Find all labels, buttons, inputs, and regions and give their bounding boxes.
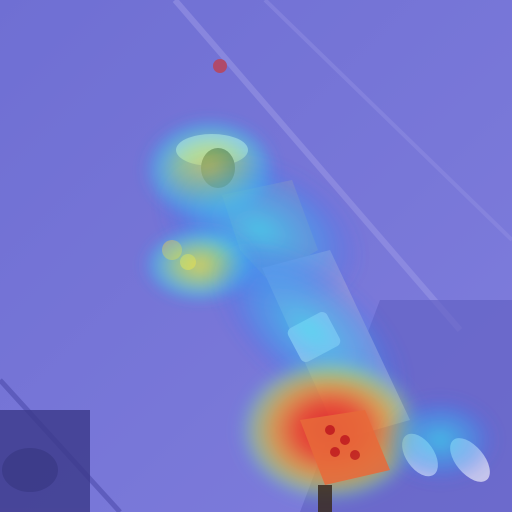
hanging-ornament [213, 59, 227, 73]
heat-region-feet [380, 395, 500, 485]
floor-object [300, 410, 390, 512]
clutter-bottom-left [0, 410, 90, 512]
